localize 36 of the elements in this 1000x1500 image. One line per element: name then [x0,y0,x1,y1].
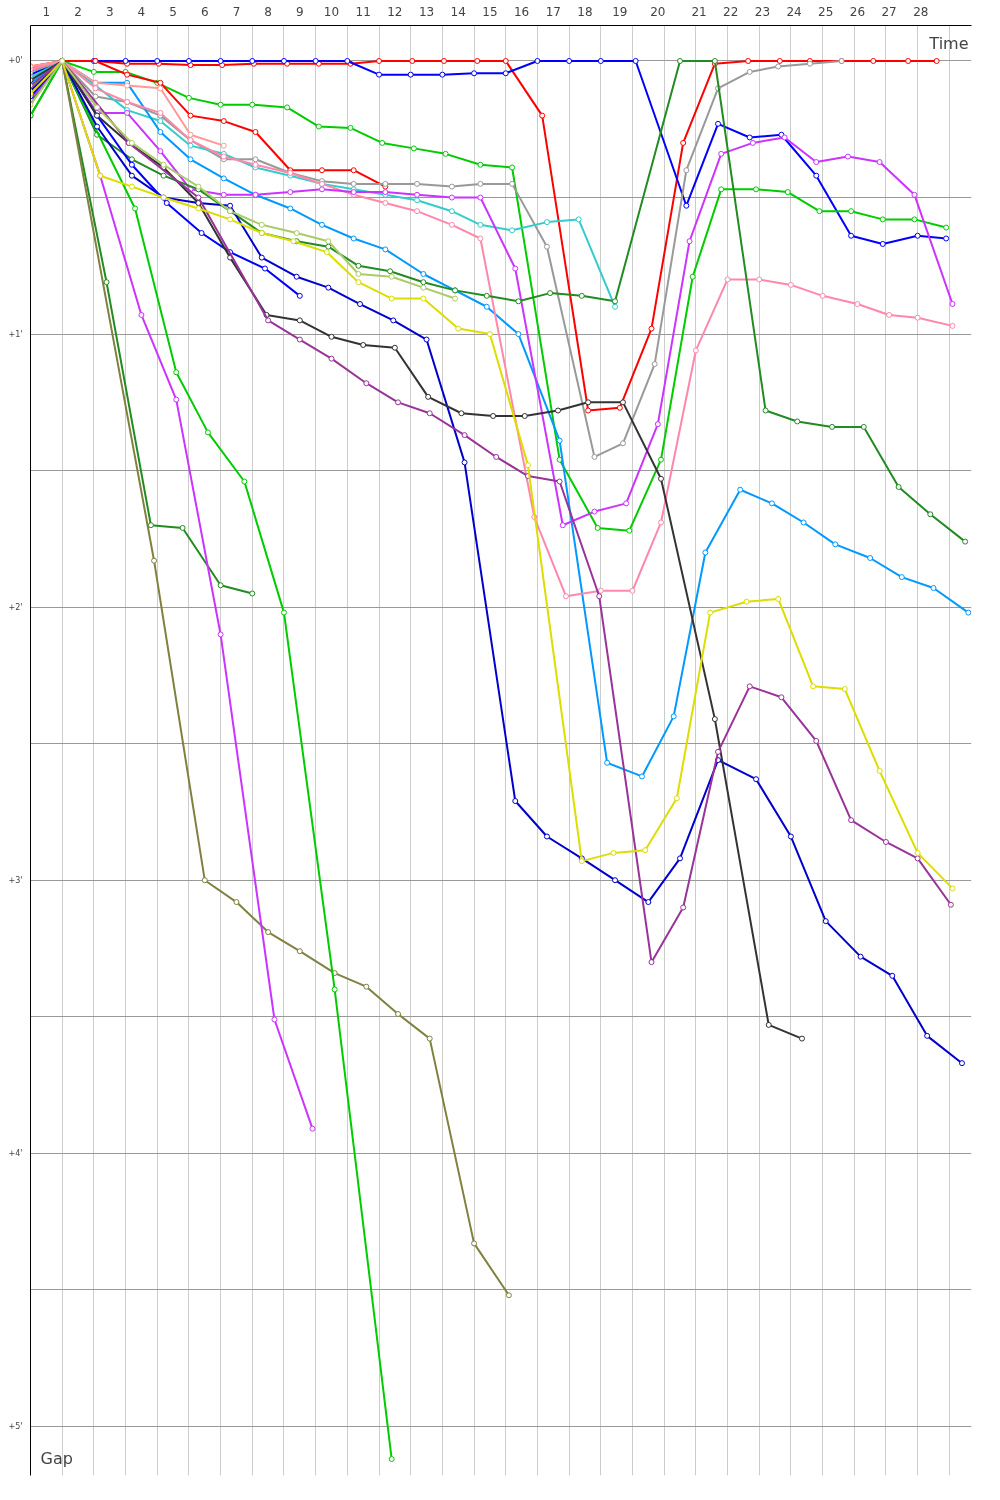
x-tick-label: 4 [137,4,146,19]
x-tick-label: 5 [169,4,177,19]
x-tick-label: 16 [513,4,530,19]
x-tick-label: 25 [818,4,834,19]
x-tick-label: 23 [754,4,771,19]
x-tick-label: 1 [42,4,51,19]
x-tick-label: 7 [232,4,241,19]
x-tick-label: 6 [200,4,209,19]
y-tick-label: +1' [8,329,23,339]
x-tick-label: 9 [295,4,304,19]
y-tick-label: +3' [8,875,23,885]
y-tick-label: +0' [8,56,23,66]
x-axis-title: Time [928,33,969,53]
x-tick-label: 8 [264,4,272,19]
x-tick-label: 2 [74,4,82,19]
x-tick-label: 18 [577,4,593,19]
x-tick-label: 11 [355,4,371,19]
x-tick-label: 22 [723,4,739,19]
x-tick-label: 24 [786,4,802,19]
y-tick-label: +5' [8,1421,23,1431]
x-tick-label: 21 [691,4,707,19]
x-tick-label: 14 [450,4,466,19]
x-tick-label: 12 [387,4,403,19]
x-tick-label: 27 [881,4,897,19]
x-tick-label: 15 [482,4,498,19]
x-tick-label: 3 [105,4,114,19]
y-axis-title: Gap [40,1448,73,1468]
x-tick-label: 19 [612,4,628,19]
y-tick-label: +2' [8,602,23,612]
x-tick-label: 13 [418,4,435,19]
x-tick-label: 10 [323,4,340,19]
x-tick-label: 17 [545,4,561,19]
x-tick-label: 20 [650,4,666,19]
x-tick-label: 28 [913,4,929,19]
y-tick-label: +4' [8,1148,23,1158]
x-tick-label: 26 [849,4,866,19]
